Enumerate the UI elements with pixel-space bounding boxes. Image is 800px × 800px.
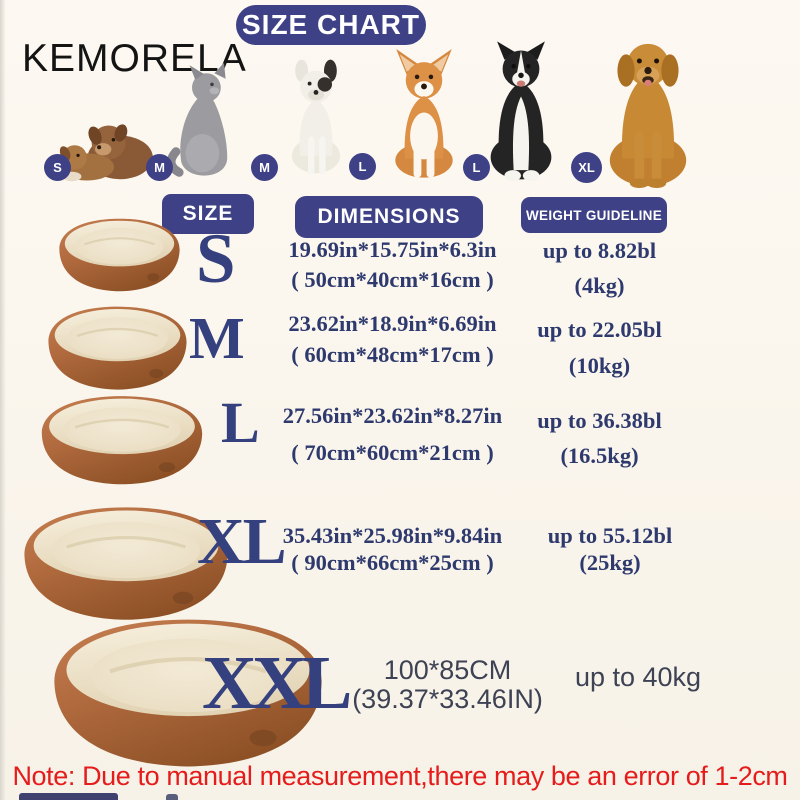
weight-kg: (16.5kg) (560, 442, 639, 468)
dimensions-cell-xl: 35.43in*25.98in*9.84in ( 90cm*66cm*25cm … (250, 524, 535, 574)
measurement-note: Note: Due to manual measurement,there ma… (12, 761, 788, 791)
dimensions-cell-l: 27.56in*23.62in*8.27in ( 70cm*60cm*21cm … (250, 404, 535, 464)
dog-bed-photo-xl (24, 507, 228, 620)
golden-retriever-photo (609, 43, 687, 188)
dimensions-cm: ( 70cm*60cm*21cm ) (291, 439, 494, 465)
animal-size-tag-m2: M (251, 154, 278, 181)
cat-photo (166, 62, 228, 177)
size-letter-s: S (196, 220, 236, 298)
weight-kg: (25kg) (579, 549, 641, 575)
dimensions-inches: 27.56in*23.62in*8.27in (282, 403, 503, 428)
animal-size-tag-l1: L (349, 153, 376, 180)
dimensions-cell-xxl: 100*85CM (39.37*33.46IN) (345, 655, 550, 715)
weight-cell-l: up to 36.38bl (16.5kg) (512, 409, 687, 467)
puppies-photo (59, 124, 153, 182)
french-bulldog-photo (292, 59, 340, 175)
weight-kg: (10kg) (568, 352, 631, 378)
weight-limit: up to 8.82bl (542, 238, 657, 263)
page-title: SIZE CHART (236, 5, 426, 45)
weight-kg: (4kg) (574, 272, 625, 298)
size-letter-l: L (221, 390, 260, 455)
dimensions-inches: 23.62in*18.9in*6.69in (288, 311, 497, 336)
animal-size-tag-m1: M (146, 154, 173, 181)
weight-limit: up to 40kg (574, 662, 702, 692)
weight-limit: up to 55.12bl (547, 523, 673, 548)
dimensions-inches: 19.69in*15.75in*6.3in (288, 237, 497, 262)
size-letter-xl: XL (197, 505, 287, 578)
weight-cell-xl: up to 55.12bl (25kg) (520, 524, 700, 574)
animal-size-tag-xl: XL (571, 152, 602, 183)
weight-limit: up to 22.05bl (537, 317, 662, 342)
bottom-cropped-bar (19, 793, 118, 800)
dimensions-inches: 35.43in*25.98in*9.84in (282, 523, 503, 548)
dimensions-cm: ( 50cm*40cm*16cm ) (291, 266, 494, 292)
dog-bed-photo-xxl (54, 619, 322, 767)
dimensions-cell-m: 23.62in*18.9in*6.69in ( 60cm*48cm*17cm ) (250, 312, 535, 366)
animal-size-tag-l2: L (463, 154, 490, 181)
animal-size-tag-s: S (44, 154, 71, 181)
weight-cell-m: up to 22.05bl (10kg) (512, 318, 687, 377)
corgi-photo (395, 49, 453, 178)
header-size: SIZE (162, 194, 254, 234)
bottom-cropped-fragment (166, 794, 178, 800)
weight-cell-xxl: up to 40kg (553, 662, 723, 693)
dimensions-inches: (39.37*33.46IN) (352, 684, 543, 715)
size-letter-m: M (189, 305, 245, 371)
size-letter-xxl: XXL (202, 641, 352, 725)
dimensions-cm: 100*85CM (383, 655, 512, 685)
brand-name: KEMORELA (22, 37, 247, 80)
dog-bed-photo-m (48, 306, 187, 390)
dog-bed-photo-s (59, 218, 180, 292)
dimensions-cell-s: 19.69in*15.75in*6.3in ( 50cm*40cm*16cm ) (250, 238, 535, 291)
weight-limit: up to 36.38bl (537, 408, 662, 433)
header-dimensions: DIMENSIONS (295, 196, 483, 238)
header-weight-guideline: WEIGHT GUIDELINE (521, 197, 667, 233)
dimensions-cm: ( 60cm*48cm*17cm ) (291, 341, 494, 367)
dimensions-cm: ( 90cm*66cm*25cm ) (291, 549, 494, 575)
left-edge-shade (0, 0, 6, 800)
border-collie-photo (490, 41, 552, 182)
weight-cell-s: up to 8.82bl (4kg) (512, 239, 687, 297)
dog-bed-photo-l (41, 396, 203, 485)
